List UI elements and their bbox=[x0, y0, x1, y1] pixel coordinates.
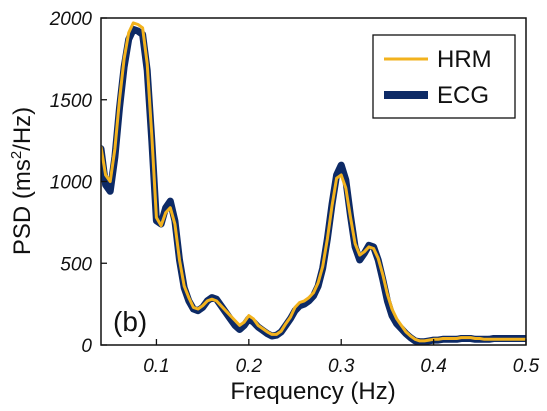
y-tick-label: 1000 bbox=[50, 173, 93, 194]
y-tick-label: 0 bbox=[81, 336, 92, 357]
y-axis: 0 500 1000 1500 2000 bbox=[49, 9, 107, 357]
series-lines bbox=[101, 21, 526, 345]
x-tick-label: 0.4 bbox=[420, 356, 446, 377]
panel-label: (b) bbox=[113, 306, 147, 337]
x-axis-title: Frequency (Hz) bbox=[230, 378, 395, 405]
y-axis-title-superscript: 2 bbox=[8, 151, 25, 159]
x-axis: 0.1 0.2 0.3 0.4 0.5 bbox=[143, 339, 540, 377]
y-axis-title: PSD (ms2/Hz) bbox=[8, 107, 36, 255]
x-tick-label: 0.5 bbox=[513, 356, 540, 377]
x-tick-label: 0.3 bbox=[328, 356, 355, 377]
legend-box bbox=[372, 34, 516, 119]
y-tick-label: 2000 bbox=[49, 9, 93, 30]
y-axis-title-main: PSD (ms bbox=[9, 159, 36, 255]
x-tick-label: 0.2 bbox=[236, 356, 263, 377]
legend-label-hrm: HRM bbox=[437, 46, 492, 73]
legend-label-ecg: ECG bbox=[437, 82, 489, 109]
y-tick-label: 1500 bbox=[50, 91, 93, 112]
y-axis-title-tail: /Hz) bbox=[9, 107, 36, 151]
y-tick-label: 500 bbox=[60, 254, 92, 275]
series-line-hrm bbox=[101, 21, 526, 343]
x-tick-label: 0.1 bbox=[143, 356, 169, 377]
legend: HRM ECG bbox=[372, 34, 516, 119]
